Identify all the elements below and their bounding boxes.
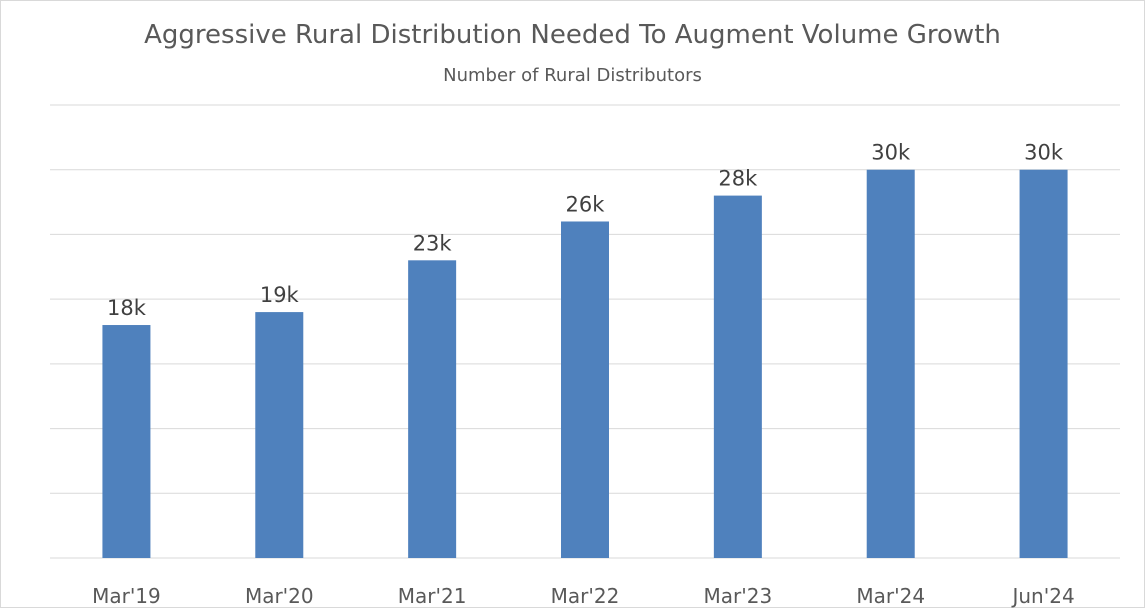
x-tick-label-3: Mar'22 — [551, 584, 620, 608]
bar-4 — [713, 195, 762, 558]
x-tick-label-1: Mar'20 — [245, 584, 314, 608]
data-label-5: 30k — [871, 141, 911, 165]
x-tick-label-2: Mar'21 — [398, 584, 467, 608]
data-label-1: 19k — [260, 283, 300, 307]
x-tick-label-0: Mar'19 — [92, 584, 161, 608]
bar-2 — [408, 260, 457, 558]
bar-6 — [1019, 169, 1068, 558]
data-label-2: 23k — [413, 231, 453, 255]
data-label-3: 26k — [566, 192, 606, 216]
bar-1 — [255, 312, 304, 558]
data-label-0: 18k — [107, 296, 147, 320]
data-label-6: 30k — [1024, 141, 1064, 165]
data-label-4: 28k — [718, 167, 758, 191]
x-tick-label-5: Mar'24 — [856, 584, 925, 608]
x-tick-label-4: Mar'23 — [704, 584, 773, 608]
bar-0 — [102, 325, 151, 558]
chart-subtitle: Number of Rural Distributors — [443, 65, 702, 86]
x-tick-label-6: Jun'24 — [1010, 584, 1074, 608]
bar-5 — [866, 169, 915, 558]
chart-title: Aggressive Rural Distribution Needed To … — [144, 20, 1001, 50]
bar-3 — [561, 221, 609, 558]
